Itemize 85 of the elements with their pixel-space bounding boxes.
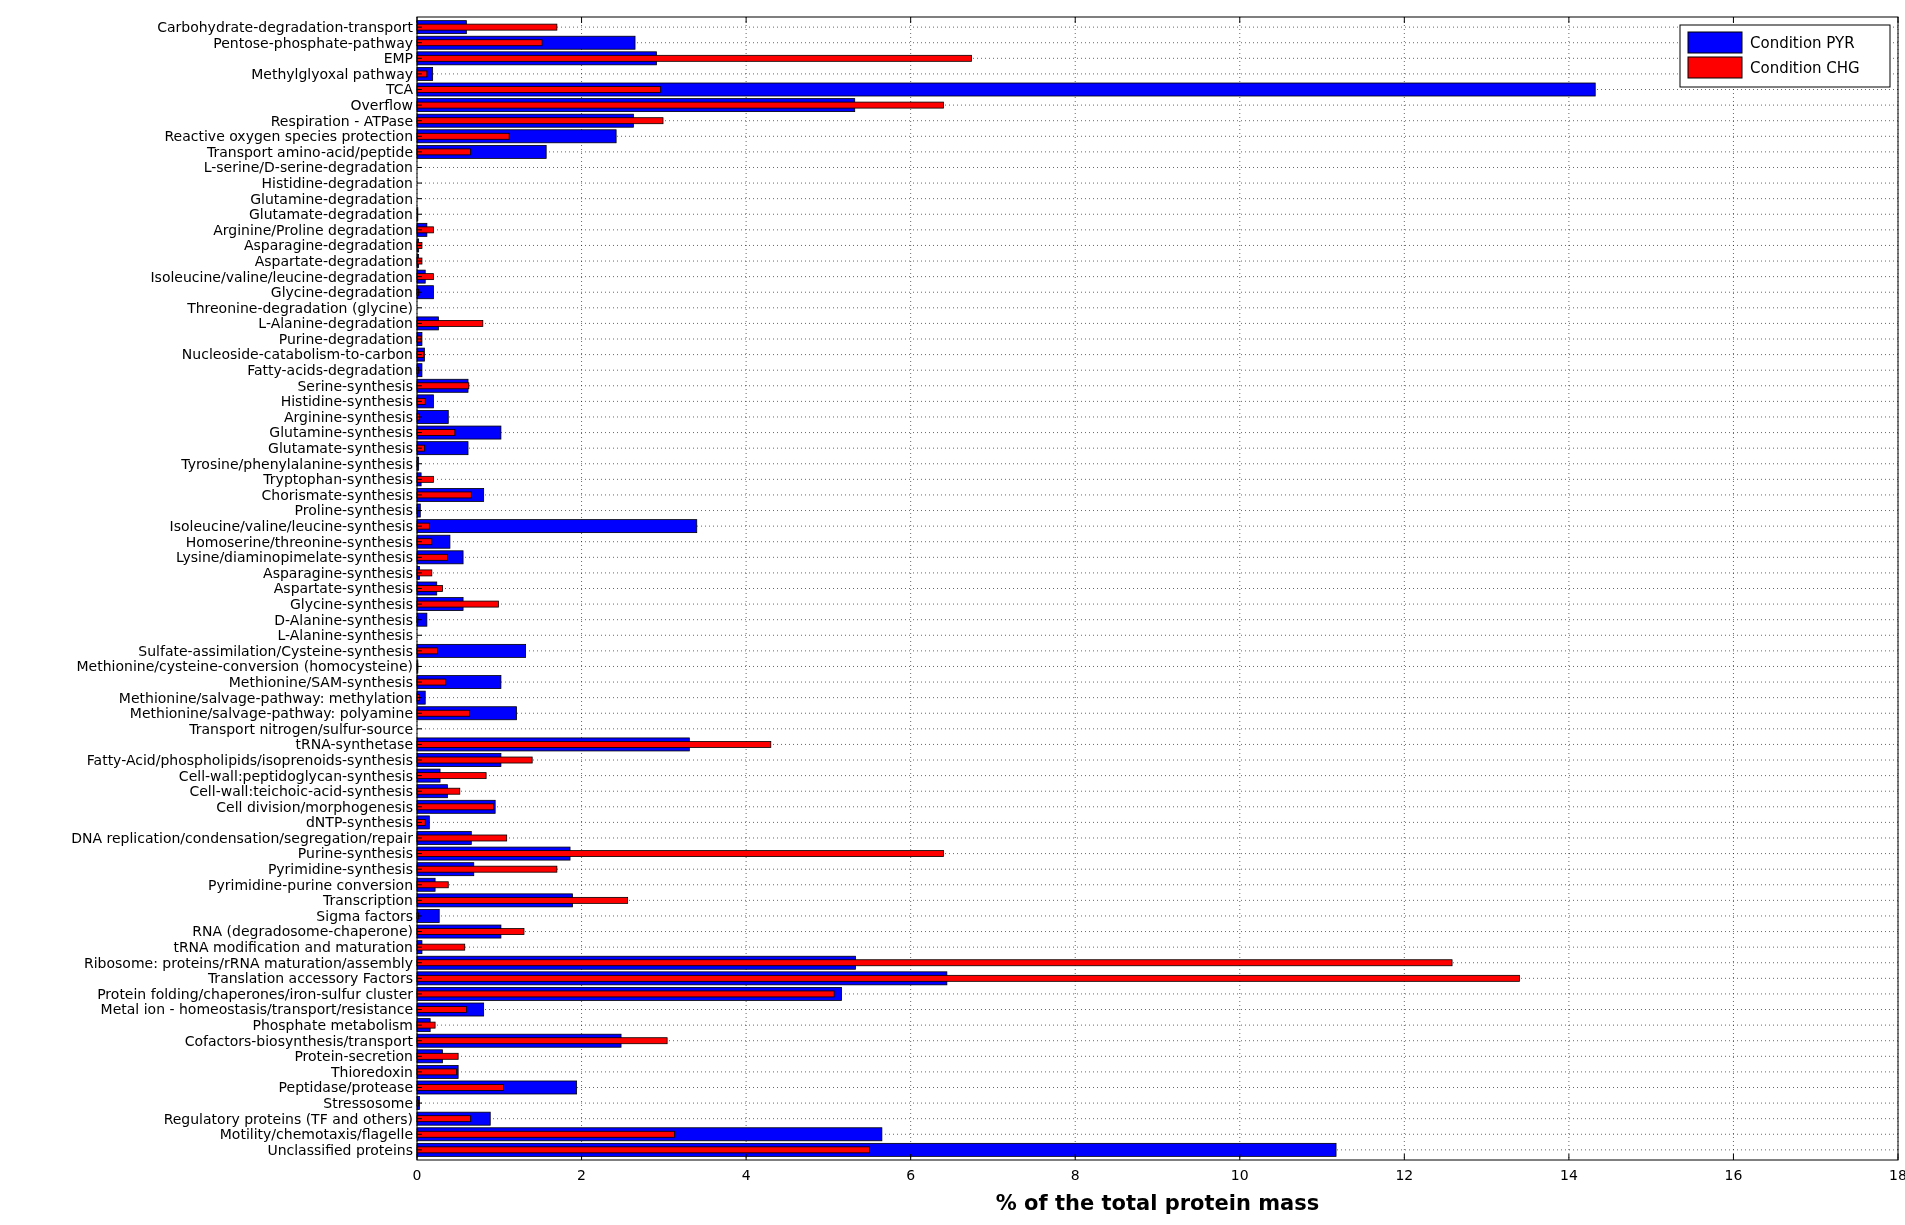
y-tick-label: Fatty-Acid/phospholipids/isoprenoids-synthesis bbox=[86, 751, 413, 768]
y-tick-label: Respiration - ATPase bbox=[270, 112, 413, 129]
y-tick-label: Unclassified proteins bbox=[267, 1141, 413, 1158]
y-tick-label: Histidine-degradation bbox=[261, 174, 413, 191]
y-tick-label: Methylglyoxal pathway bbox=[251, 65, 413, 82]
y-tick-label: dNTP-synthesis bbox=[305, 814, 413, 831]
y-tick-label: Nucleoside-catabolism-to-carbon bbox=[181, 346, 413, 363]
y-tick-label: Homoserine/threonine-synthesis bbox=[185, 533, 413, 550]
y-tick-label: Purine-synthesis bbox=[297, 845, 413, 862]
y-tick-label: Threonine-degradation (glycine) bbox=[186, 299, 413, 316]
x-tick-label: 10 bbox=[1230, 1167, 1249, 1183]
y-tick-label: Pentose-phosphate-pathway bbox=[213, 34, 413, 51]
y-tick-label: EMP bbox=[383, 50, 413, 67]
y-tick-label: L-Alanine-synthesis bbox=[277, 627, 413, 644]
y-tick-label: D-Alanine-synthesis bbox=[274, 611, 413, 628]
y-tick-label: Methionine/salvage-pathway: polyamine bbox=[129, 705, 413, 722]
x-tick-label: 16 bbox=[1724, 1167, 1743, 1183]
y-tick-label: L-serine/D-serine-degradation bbox=[203, 159, 413, 176]
y-tick-label: Histidine-synthesis bbox=[280, 393, 413, 410]
y-tick-label: Purine-degradation bbox=[278, 330, 413, 347]
y-tick-label: Chorismate-synthesis bbox=[261, 486, 413, 503]
y-tick-label: Tryptophan-synthesis bbox=[262, 471, 413, 488]
y-tick-label: Pyrimidine-purine conversion bbox=[208, 876, 413, 893]
y-tick-label: Ribosome: proteins/rRNA maturation/assembly bbox=[83, 954, 413, 971]
y-tick-label: TCA bbox=[384, 81, 414, 98]
y-tick-label: Tyrosine/phenylalanine-synthesis bbox=[180, 455, 413, 472]
y-tick-label: Cell-wall:teichoic-acid-synthesis bbox=[189, 783, 413, 800]
y-tick-label: Sulfate-assimilation/Cysteine-synthesis bbox=[138, 642, 413, 659]
legend-label: Condition PYR bbox=[1750, 34, 1855, 53]
y-tick-label: tRNA-synthetase bbox=[295, 736, 413, 753]
legend-label: Condition CHG bbox=[1750, 59, 1860, 78]
y-tick-label: Regulatory proteins (TF and others) bbox=[163, 1110, 413, 1127]
x-tick-label: 14 bbox=[1559, 1167, 1578, 1183]
y-tick-label: Reactive oxygen species protection bbox=[164, 128, 413, 145]
y-tick-label: Aspartate-degradation bbox=[254, 252, 413, 269]
x-tick-label: 6 bbox=[906, 1167, 916, 1183]
y-tick-label: Asparagine-synthesis bbox=[263, 564, 413, 581]
y-tick-label: Translation accessory Factors bbox=[206, 970, 413, 987]
y-tick-label: Transport nitrogen/sulfur-source bbox=[188, 720, 413, 737]
y-tick-label: Glycine-synthesis bbox=[289, 595, 413, 612]
y-tick-label: Protein-secretion bbox=[294, 1048, 413, 1065]
y-tick-label: Lysine/diaminopimelate-synthesis bbox=[175, 549, 413, 566]
y-tick-label: Cell division/morphogenesis bbox=[216, 798, 413, 815]
y-tick-label: Glutamate-degradation bbox=[248, 206, 413, 223]
x-tick-label: 0 bbox=[412, 1167, 422, 1183]
y-tick-label: Thioredoxin bbox=[329, 1063, 413, 1080]
y-tick-label: Fatty-acids-degradation bbox=[247, 362, 413, 379]
y-tick-label: Glutamine-synthesis bbox=[269, 424, 413, 441]
y-tick-label: Metal ion - homeostasis/transport/resistance bbox=[100, 1001, 413, 1018]
y-tick-label: DNA replication/condensation/segregation/repair bbox=[71, 829, 414, 846]
x-tick-label: 8 bbox=[1070, 1167, 1080, 1183]
y-tick-label: Transcription bbox=[321, 892, 413, 909]
y-tick-label: Motility/chemotaxis/flagelle bbox=[219, 1126, 413, 1143]
y-tick-label: Serine-synthesis bbox=[297, 377, 413, 394]
y-tick-label: Isoleucine/valine/leucine-degradation bbox=[150, 268, 413, 285]
y-tick-label: Arginine-synthesis bbox=[283, 408, 413, 425]
y-tick-label: Carbohydrate-degradation-transport bbox=[157, 19, 414, 36]
x-tick-label: 4 bbox=[741, 1167, 751, 1183]
x-axis-title: % of the total protein mass bbox=[995, 1191, 1320, 1215]
y-tick-label: Sigma factors bbox=[316, 907, 413, 924]
y-tick-label: L-Alanine-degradation bbox=[258, 315, 413, 332]
y-tick-label: Methionine/cysteine-conversion (homocysteine) bbox=[76, 658, 413, 675]
y-tick-label: Methionine/salvage-pathway: methylation bbox=[118, 689, 413, 706]
y-tick-label: Methionine/SAM-synthesis bbox=[228, 673, 413, 690]
y-tick-label: Glutamine-degradation bbox=[250, 190, 413, 207]
y-tick-label: Phosphate metabolism bbox=[252, 1017, 413, 1034]
y-tick-label: Peptidase/protease bbox=[278, 1079, 413, 1096]
x-tick-label: 12 bbox=[1395, 1167, 1414, 1183]
y-tick-label: Transport amino-acid/peptide bbox=[205, 143, 413, 160]
y-tick-label: Arginine/Proline degradation bbox=[213, 221, 413, 238]
y-tick-label: Asparagine-degradation bbox=[244, 237, 413, 254]
y-tick-label: Pyrimidine-synthesis bbox=[267, 861, 413, 878]
y-tick-label: Overflow bbox=[350, 97, 413, 113]
y-tick-label: Proline-synthesis bbox=[294, 502, 413, 519]
y-tick-label: Cofactors-biosynthesis/transport bbox=[184, 1032, 414, 1049]
y-tick-label: Glutamate-synthesis bbox=[268, 440, 413, 457]
y-tick-label: Stressosome bbox=[323, 1094, 413, 1111]
y-tick-label: RNA (degradosome-chaperone) bbox=[192, 923, 413, 940]
y-tick-label: Isoleucine/valine/leucine-synthesis bbox=[169, 518, 413, 535]
y-tick-label: Glycine-degradation bbox=[270, 284, 413, 301]
y-tick-label: Aspartate-synthesis bbox=[273, 580, 413, 597]
y-tick-label: Cell-wall:peptidoglycan-synthesis bbox=[178, 767, 413, 784]
y-tick-label: Protein folding/chaperones/iron-sulfur cluster bbox=[97, 985, 414, 1002]
x-tick-label: 2 bbox=[577, 1167, 587, 1183]
y-tick-label: tRNA modification and maturation bbox=[173, 939, 413, 956]
